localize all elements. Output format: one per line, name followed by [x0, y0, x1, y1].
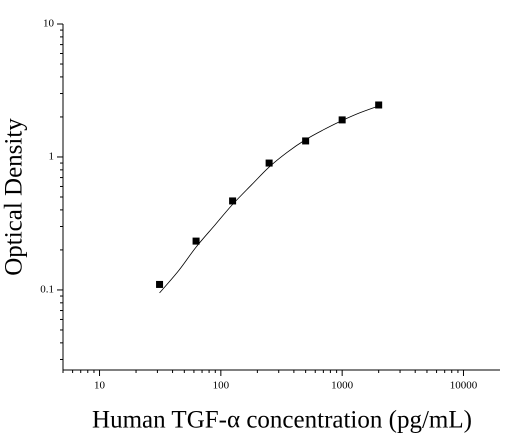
data-point: [192, 237, 200, 245]
data-point: [229, 197, 237, 205]
x-tick-label: 10: [94, 380, 106, 392]
x-tick-label: 1000: [331, 380, 354, 392]
y-tick-label: 10: [43, 18, 55, 30]
x-tick-label: 10000: [450, 380, 478, 392]
x-axis-label: Human TGF-α concentration (pg/mL): [92, 407, 472, 434]
fit-curve: [159, 105, 379, 294]
y-axis-label: Optical Density: [1, 118, 28, 276]
data-point: [265, 159, 273, 167]
y-tick-label: 1: [49, 151, 55, 163]
data-point: [156, 280, 164, 288]
data-point: [375, 101, 383, 109]
x-tick-label: 100: [213, 380, 230, 392]
data-point: [302, 137, 310, 145]
y-tick-label: 0.1: [40, 283, 54, 295]
data-point: [338, 116, 346, 124]
